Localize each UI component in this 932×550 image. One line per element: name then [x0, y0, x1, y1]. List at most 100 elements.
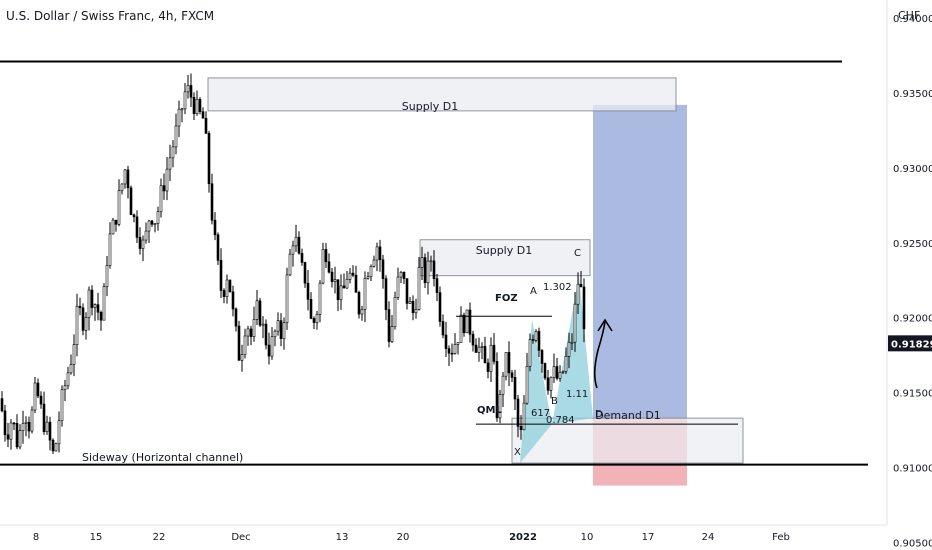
candle-body [81, 307, 85, 331]
candle-body [105, 265, 109, 288]
candle-body [333, 279, 337, 282]
candle-body [552, 366, 556, 378]
point-b-label: B [551, 396, 558, 407]
candle-body [168, 157, 172, 170]
candle-body [249, 328, 253, 337]
candle-body [174, 125, 178, 148]
candle-body [21, 423, 25, 431]
candle-body [429, 260, 433, 263]
candle-body [288, 253, 292, 276]
qml-label: QML [477, 405, 502, 416]
candle-body [528, 339, 532, 367]
candle-body [312, 318, 316, 323]
candle-body [156, 211, 160, 224]
candle-body [492, 344, 496, 362]
supply-upper-label: Supply D1 [402, 100, 458, 113]
candle-body [561, 371, 565, 373]
candle-body [141, 239, 145, 249]
candle-body [210, 183, 214, 221]
last-price-label: 0.91829 [891, 339, 932, 350]
candle-body [348, 272, 352, 280]
candle-body [264, 323, 268, 346]
target-zone [593, 104, 687, 419]
candle-body [102, 286, 106, 321]
candle-body [135, 216, 139, 238]
candle-body [537, 331, 541, 351]
candle-body [447, 348, 451, 354]
candle-body [489, 344, 493, 372]
candle-body [27, 421, 31, 432]
candle-body [282, 322, 286, 339]
candle-body [57, 420, 61, 445]
supply-lower-label: Supply D1 [476, 244, 532, 257]
candle-body [93, 304, 97, 308]
candle-body [225, 279, 229, 297]
candle-body [216, 234, 220, 261]
candle-body [123, 169, 127, 185]
candle-body [45, 421, 49, 432]
x-tick-label: 8 [33, 532, 39, 543]
candle-body [408, 301, 412, 304]
candle-body [576, 283, 580, 305]
candle-body [132, 214, 136, 218]
candle-body [543, 363, 547, 379]
candle-body [381, 259, 385, 279]
candle-body [498, 394, 502, 419]
foz-label: FOZ [495, 293, 518, 304]
candle-body [468, 309, 472, 335]
ratio-1302-label: 1.302 [543, 282, 572, 293]
candle-body [165, 168, 169, 192]
candle-body [501, 375, 505, 395]
candle-body [240, 354, 244, 361]
harmonic-xab [520, 319, 552, 464]
candle-body [336, 279, 340, 301]
candle-body [75, 305, 79, 345]
projection-arrowhead [597, 318, 613, 332]
candle-body [399, 271, 403, 278]
candle-body [354, 274, 358, 293]
candle-body [504, 352, 508, 377]
candle-body [522, 402, 526, 431]
supply-zone-1 [207, 77, 677, 112]
candle-body [441, 321, 445, 336]
point-x-label: X [514, 447, 521, 458]
y-tick-label: 0.90500 [893, 539, 932, 550]
candle-body [297, 236, 301, 254]
y-tick-label: 0.93500 [893, 89, 932, 100]
candle-body [531, 339, 535, 341]
candle-body [459, 314, 463, 343]
candle-body [453, 344, 457, 354]
candle-body [486, 362, 490, 372]
supply-zone-2 [419, 239, 591, 277]
point-a-label: A [530, 286, 537, 297]
candle-body [78, 305, 82, 309]
y-tick-label: 0.93000 [893, 164, 932, 175]
candle-body [138, 237, 142, 249]
candle-body [180, 108, 184, 111]
candle-body [345, 279, 349, 289]
candle-body [201, 111, 205, 119]
last-price-badge [888, 335, 932, 352]
candle-body [189, 85, 193, 98]
candle-body [219, 260, 223, 291]
candle-body [171, 146, 175, 159]
ratio-111-label: 1.11 [566, 389, 588, 400]
candle-body [6, 434, 10, 440]
candle-body [66, 372, 70, 387]
candle-body [417, 267, 421, 310]
candle-body [567, 341, 571, 357]
candle-body [480, 346, 484, 348]
candle-body [372, 259, 376, 267]
candle-body [462, 314, 466, 334]
x-tick-label: 20 [397, 532, 410, 543]
candle-body [51, 439, 55, 452]
candle-body [516, 398, 520, 427]
candle-body [519, 426, 523, 431]
y-tick-label: 0.94000 [893, 14, 932, 25]
candle-body [234, 308, 238, 327]
candle-body [465, 309, 469, 334]
candle-body [477, 346, 481, 353]
candle-body [309, 299, 313, 319]
ratio-617-label: 617 [531, 408, 550, 419]
